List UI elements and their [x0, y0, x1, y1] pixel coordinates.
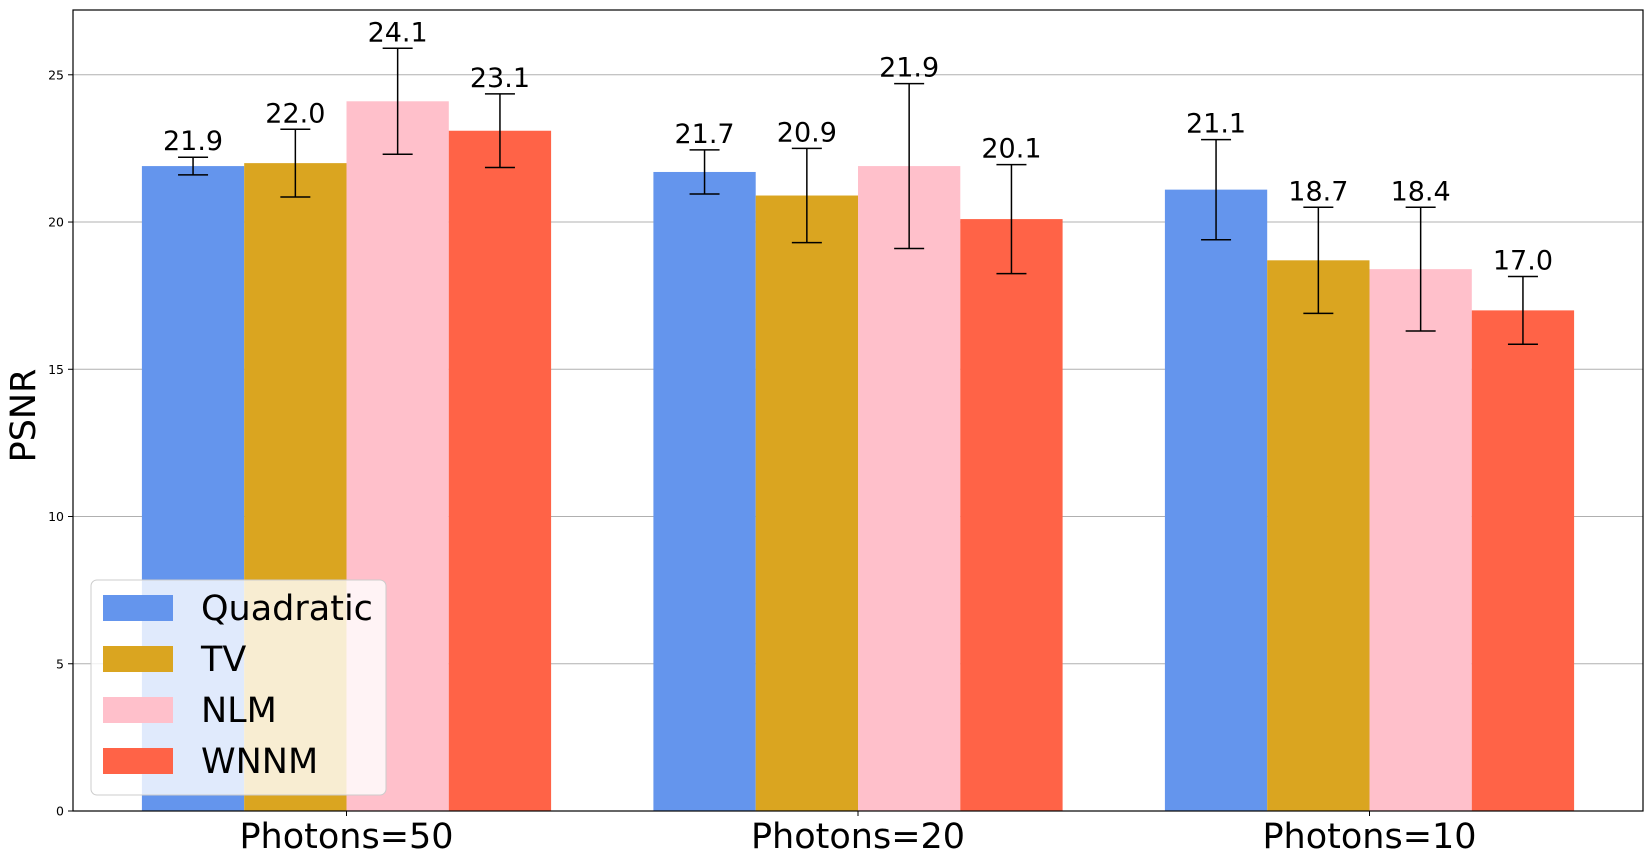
data-label: 21.7	[674, 119, 734, 150]
bar	[1164, 189, 1268, 811]
y-axis-title: PSNR	[4, 369, 44, 463]
y-tick-label: 20	[48, 215, 64, 230]
bar	[448, 130, 552, 812]
data-labels: 21.9 22.0 24.1 23.1 21.7 20.9 21.9 20.1 21.1 18.7…	[163, 17, 1553, 276]
data-label: 18.4	[1391, 176, 1451, 207]
data-label: 23.1	[470, 63, 530, 94]
x-tick-label: Photons=20	[751, 817, 965, 854]
data-label: 21.1	[1186, 109, 1246, 140]
data-label: 20.1	[981, 134, 1041, 165]
legend-label: WNNM	[201, 742, 318, 782]
bars	[141, 101, 1575, 812]
legend: Quadratic TV NLM WNNM	[90, 579, 387, 796]
data-label: 21.9	[879, 53, 939, 84]
y-tick-label: 10	[48, 509, 64, 524]
data-label: 22.0	[265, 98, 325, 129]
legend-label: NLM	[201, 691, 277, 731]
data-label: 18.7	[1288, 176, 1348, 207]
legend-swatch	[103, 595, 173, 621]
bar	[1369, 269, 1472, 811]
x-tick-label: Photons=50	[239, 817, 453, 854]
legend-label: Quadratic	[201, 589, 373, 629]
x-tick-label: Photons=10	[1262, 817, 1476, 854]
legend-box	[90, 579, 387, 796]
y-tick-label: 25	[48, 67, 64, 82]
data-label: 20.9	[777, 117, 837, 148]
y-tick-label: 5	[56, 656, 64, 671]
legend-swatch	[103, 646, 173, 672]
bar	[960, 219, 1063, 811]
axis-ticks: 0 5 10 15 20 25 Photons=50 Photons=20 Photons=10	[48, 67, 1476, 854]
bar	[755, 195, 858, 811]
data-label: 17.0	[1493, 246, 1553, 277]
bar	[653, 171, 756, 811]
error-bars	[178, 47, 1538, 345]
legend-swatch	[103, 748, 173, 774]
data-label: 21.9	[163, 126, 223, 157]
legend-label: TV	[200, 640, 246, 680]
y-tick-label: 15	[48, 362, 64, 377]
bar	[858, 166, 961, 811]
data-label: 24.1	[368, 17, 428, 48]
bar	[1471, 310, 1575, 811]
bar	[1267, 260, 1370, 811]
legend-swatch	[103, 697, 173, 723]
y-tick-label: 0	[56, 804, 64, 819]
